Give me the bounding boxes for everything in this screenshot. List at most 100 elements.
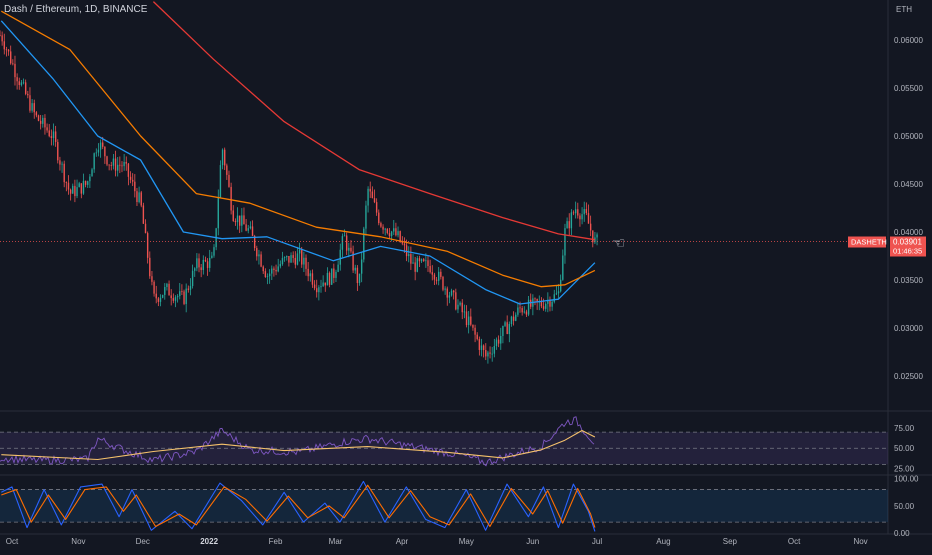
candle-down <box>228 174 230 187</box>
candle-down <box>273 268 275 270</box>
candle-up <box>448 295 451 298</box>
candle-down <box>585 209 588 214</box>
candle-up <box>179 291 181 297</box>
candle-up <box>444 288 446 290</box>
candle-down <box>232 210 234 222</box>
candle-up <box>527 299 530 315</box>
stoch-tick-label: 100.00 <box>894 475 919 484</box>
candle-up <box>61 163 63 165</box>
candle-down <box>206 261 209 268</box>
candle-down <box>536 299 538 303</box>
candle-down <box>521 308 523 313</box>
candle-up <box>174 297 177 301</box>
candle-up <box>553 294 555 302</box>
candle-down <box>234 221 237 223</box>
candle-down <box>497 339 500 344</box>
candle-down <box>125 161 127 164</box>
candle-up <box>457 304 459 310</box>
candle-down <box>102 142 104 147</box>
candle-down <box>24 82 27 94</box>
candle-up <box>491 353 493 355</box>
candle-down <box>172 298 175 301</box>
candle-down <box>512 316 515 321</box>
candle-down <box>352 251 354 271</box>
candle-down <box>369 188 371 192</box>
candle-down <box>224 149 226 166</box>
candle-up <box>290 255 292 263</box>
stoch-tick-label: 0.00 <box>894 529 910 538</box>
candle-up <box>502 325 504 336</box>
candle-down <box>455 292 457 310</box>
candle-up <box>459 302 461 305</box>
candle-down <box>12 63 14 65</box>
candle-down <box>119 164 121 166</box>
candle-down <box>251 226 254 236</box>
candle-down <box>572 212 575 214</box>
candle-down <box>7 49 10 52</box>
time-tick-label: Sep <box>723 537 738 546</box>
candle-down <box>316 288 318 293</box>
candle-down <box>253 235 256 249</box>
candle-down <box>461 302 463 313</box>
candle-down <box>243 215 245 225</box>
rsi-ma-line <box>1 429 596 461</box>
candle-up <box>545 303 547 309</box>
candle-down <box>472 324 474 328</box>
candle-up <box>296 253 299 265</box>
time-tick-label: Oct <box>788 537 801 546</box>
candle-down <box>33 103 35 113</box>
candle-up <box>117 164 119 171</box>
time-tick-label: Jul <box>592 537 602 546</box>
candle-up <box>547 300 549 304</box>
candle-down <box>301 249 303 265</box>
candle-up <box>219 165 222 198</box>
candle-up <box>331 268 333 285</box>
candle-down <box>168 283 170 296</box>
candle-down <box>65 182 68 183</box>
price-scale-unit: ETH <box>896 5 912 14</box>
candle-down <box>388 233 391 237</box>
candle-up <box>112 158 115 166</box>
candle-down <box>423 259 425 261</box>
candle-up <box>480 345 483 350</box>
time-tick-label: Nov <box>71 537 85 546</box>
candle-down <box>146 233 149 258</box>
rsi-tick-label: 75.00 <box>894 424 915 433</box>
candle-up <box>309 273 311 277</box>
candle-up <box>303 257 305 265</box>
candle-up <box>341 236 344 250</box>
candle-down <box>27 93 29 96</box>
candle-down <box>465 311 468 326</box>
symbol-title[interactable]: Dash / Ethereum, 1D, BINANCE <box>4 4 148 15</box>
candle-down <box>63 163 65 183</box>
candle-down <box>181 291 183 293</box>
stoch-band <box>0 489 888 523</box>
candle-up <box>348 247 350 251</box>
candle-down <box>59 160 61 165</box>
candle-up <box>185 288 187 304</box>
candle-down <box>127 163 130 177</box>
stoch-tick-label: 50.00 <box>894 502 915 511</box>
candle-up <box>42 117 44 124</box>
candle-down <box>540 301 543 307</box>
candle-up <box>412 262 414 264</box>
candle-up <box>326 272 329 286</box>
candle-down <box>187 288 190 290</box>
candle-down <box>506 322 508 334</box>
candle-down <box>110 165 112 166</box>
candle-up <box>78 183 80 188</box>
candle-up <box>161 294 164 298</box>
candle-down <box>592 230 594 243</box>
time-tick-label: Dec <box>136 537 150 546</box>
candle-down <box>5 49 8 51</box>
time-tick-label: Feb <box>269 537 283 546</box>
candle-down <box>405 245 408 257</box>
candle-down <box>151 276 153 282</box>
candle-up <box>249 226 252 229</box>
candle-up <box>97 149 100 153</box>
candle-down <box>44 117 46 128</box>
candle-down <box>378 212 380 224</box>
